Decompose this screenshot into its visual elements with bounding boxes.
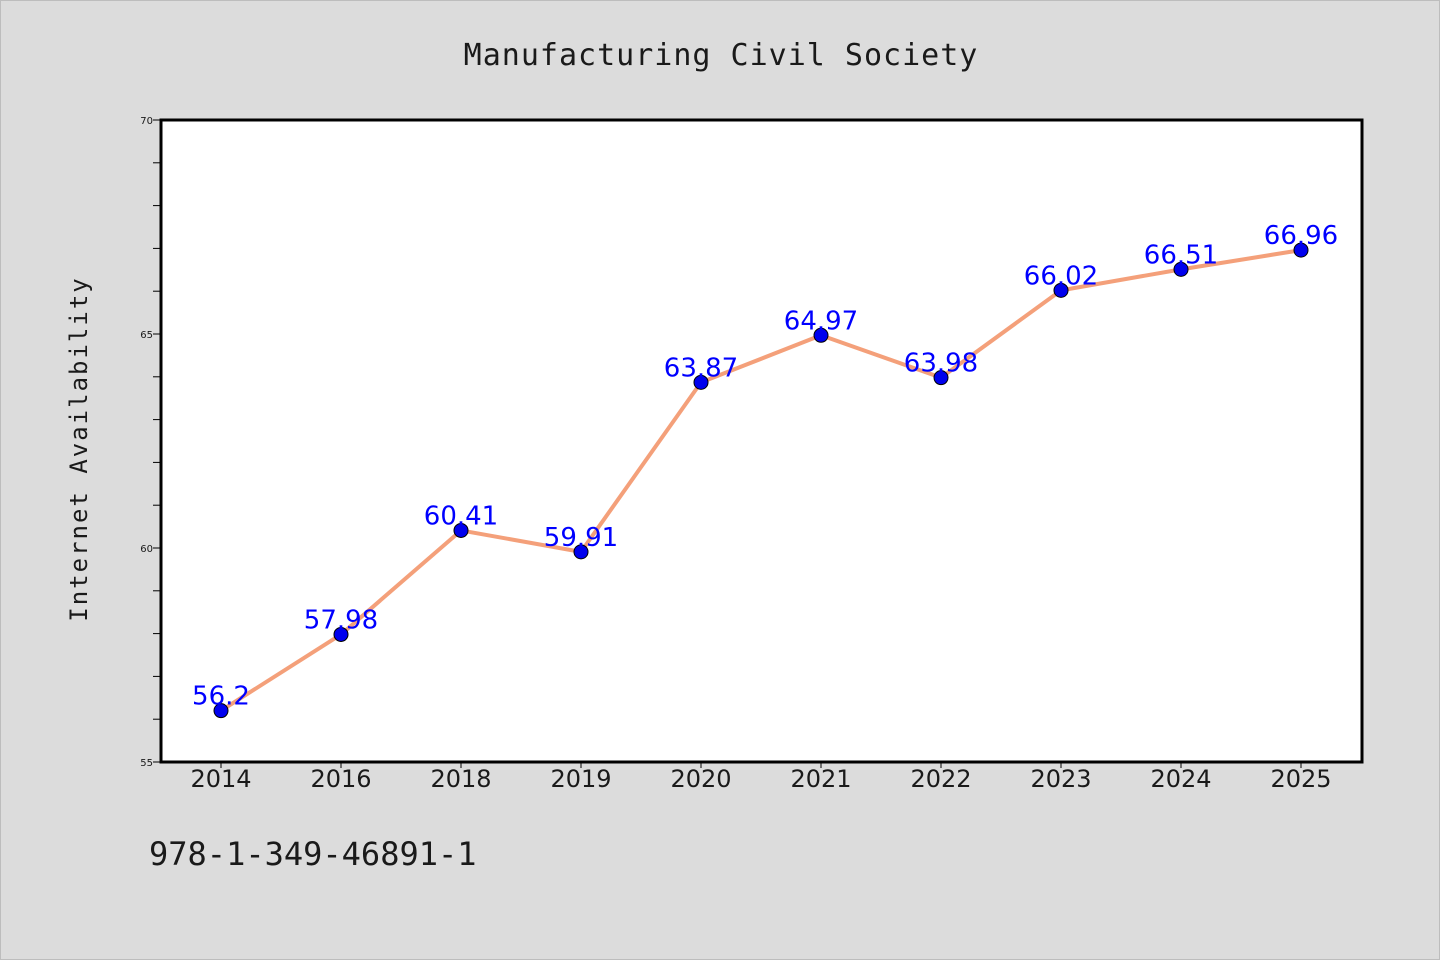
x-tick-label: 2024: [1150, 765, 1211, 793]
data-point: [1293, 242, 1309, 258]
data-label: 63.87: [664, 353, 738, 383]
x-axis: 2014 2016 2018 2019 2020 2021 2022 2023 2024 2025: [190, 762, 1332, 793]
data-point: [453, 522, 469, 538]
series-line: [219, 248, 1303, 713]
data-point: [933, 370, 949, 386]
data-label: 63.98: [904, 349, 978, 379]
data-point: [333, 626, 349, 642]
data-label: 60.41: [424, 501, 498, 531]
x-tick-label: 2023: [1030, 765, 1091, 793]
data-point: [813, 327, 829, 343]
isbn-text: 978-1-349-46891-1: [149, 835, 477, 873]
y-tick-label: 55: [140, 758, 153, 769]
data-point: [693, 374, 709, 390]
x-tick-label: 2022: [910, 765, 971, 793]
x-tick-label: 2021: [790, 765, 851, 793]
data-point: [1053, 282, 1069, 298]
x-tick-label: 2019: [550, 765, 611, 793]
x-tick-label: 2025: [1270, 765, 1331, 793]
y-axis-label: Internet Availability: [65, 276, 93, 621]
x-tick-label: 2014: [190, 765, 251, 793]
y-tick-label: 70: [140, 116, 153, 127]
chart-title: Manufacturing Civil Society: [464, 38, 979, 73]
x-tick-label: 2016: [310, 765, 371, 793]
y-tick-label: 65: [140, 330, 153, 341]
x-tick-label: 2020: [670, 765, 731, 793]
data-label: 57.98: [304, 605, 378, 635]
y-axis: 55 60 65 70: [140, 116, 161, 769]
data-point: [213, 703, 229, 719]
data-label: 66.96: [1264, 221, 1338, 251]
data-point: [1173, 261, 1189, 277]
y-tick-label: 60: [140, 544, 153, 555]
data-label: 59.91: [544, 523, 618, 553]
plot-area: [159, 118, 1364, 764]
data-label: 66.02: [1024, 261, 1098, 291]
series-layer: 56.2 57.98 60.41 59.91 63.87 64.97 63.98 66.02 6…: [192, 221, 1338, 719]
data-label: 66.51: [1144, 240, 1218, 270]
data-label: 64.97: [784, 306, 858, 336]
data-label: 56.2: [192, 682, 250, 712]
data-point: [573, 544, 589, 560]
x-tick-label: 2018: [430, 765, 491, 793]
